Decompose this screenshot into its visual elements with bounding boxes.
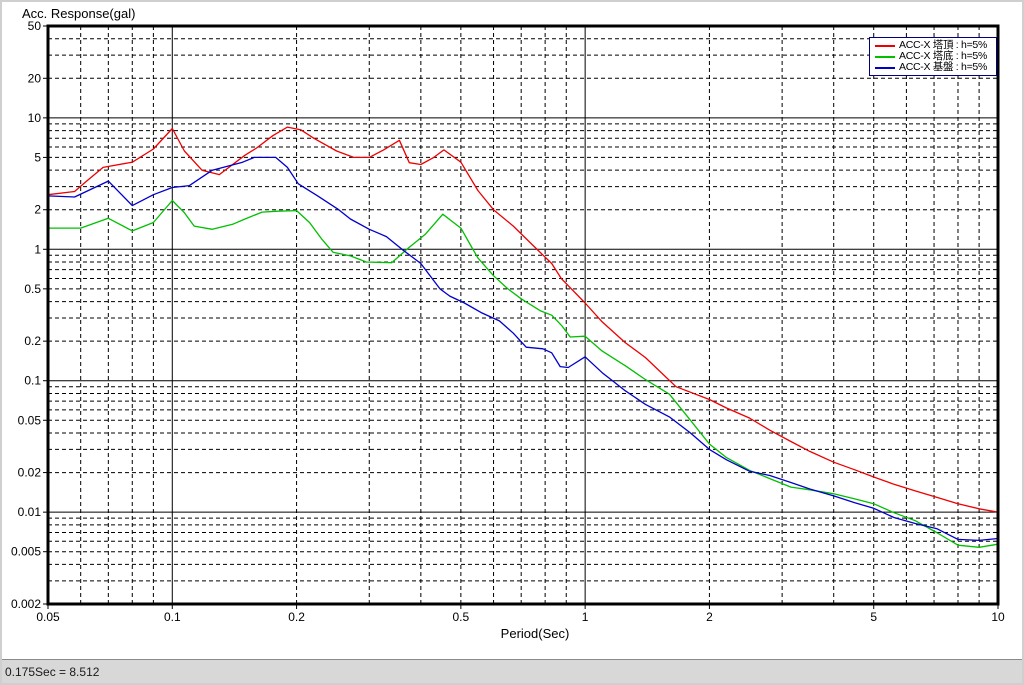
grid-layer xyxy=(48,26,999,604)
y-tick-label: 0.005 xyxy=(11,545,41,559)
response-spectrum-chart[interactable]: 0.05 0.1 0.2 0.5 1 2 5 10 50 20 10 5 2 1 0.5 0.2 0.1 0.05… xyxy=(0,0,1024,660)
y-tick-label: 0.1 xyxy=(24,374,41,388)
status-bar: 0.175Sec = 8.512 xyxy=(2,659,1022,683)
y-tick-label: 0.05 xyxy=(18,413,42,427)
x-tick-label: 0.05 xyxy=(36,610,60,624)
legend-label: ACC-X 基盤 : h=5% xyxy=(899,61,987,73)
y-tick-label: 0.5 xyxy=(24,282,41,296)
y-tick-label: 0.002 xyxy=(11,597,41,611)
series-line-2 xyxy=(47,156,999,542)
status-readout: 0.175Sec = 8.512 xyxy=(5,664,100,679)
legend-item: ACC-X 塔頂 : h=5% xyxy=(870,40,996,51)
legend-line-swatch-green xyxy=(875,55,895,58)
plot-frame xyxy=(46,24,1000,606)
x-tick-label: 0.1 xyxy=(164,610,181,624)
x-tick-label: 10 xyxy=(991,610,1005,624)
y-tick-label: 5 xyxy=(34,150,41,164)
legend-item: ACC-X 塔底 : h=5% xyxy=(870,51,996,62)
legend: ACC-X 塔頂 : h=5% ACC-X 塔底 : h=5% ACC-X 基盤… xyxy=(869,37,997,76)
series-line-1 xyxy=(47,199,999,548)
y-tick-label: 10 xyxy=(28,111,42,125)
y-tick-label: 2 xyxy=(34,203,41,217)
x-tick-label: 5 xyxy=(870,610,877,624)
y-tick-label: 0.02 xyxy=(18,466,42,480)
y-axis-title: Acc. Response(gal) xyxy=(22,6,136,21)
legend-label: ACC-X 塔底 : h=5% xyxy=(899,50,987,62)
y-tick-label: 0.01 xyxy=(18,505,42,519)
y-tick-label: 50 xyxy=(28,19,42,33)
y-tick-label: 0.2 xyxy=(24,334,41,348)
x-axis-title: Period(Sec) xyxy=(500,626,570,641)
y-tick-label: 20 xyxy=(28,71,42,85)
x-tick-label: 0.5 xyxy=(453,610,470,624)
x-tick-label: 1 xyxy=(582,610,589,624)
series-line-0 xyxy=(47,126,999,513)
x-tick-label: 0.2 xyxy=(288,610,305,624)
x-tick-label: 2 xyxy=(706,610,713,624)
legend-item: ACC-X 基盤 : h=5% xyxy=(870,62,996,73)
series-layer xyxy=(47,126,999,548)
axis-ticks: 0.05 0.1 0.2 0.5 1 2 5 10 50 20 10 5 2 1 0.5 0.2 0.1 0.05… xyxy=(11,19,1005,624)
y-tick-label: 1 xyxy=(34,242,41,256)
legend-line-swatch-red xyxy=(875,44,895,47)
legend-label: ACC-X 塔頂 : h=5% xyxy=(899,39,987,51)
legend-line-swatch-blue xyxy=(875,66,895,69)
